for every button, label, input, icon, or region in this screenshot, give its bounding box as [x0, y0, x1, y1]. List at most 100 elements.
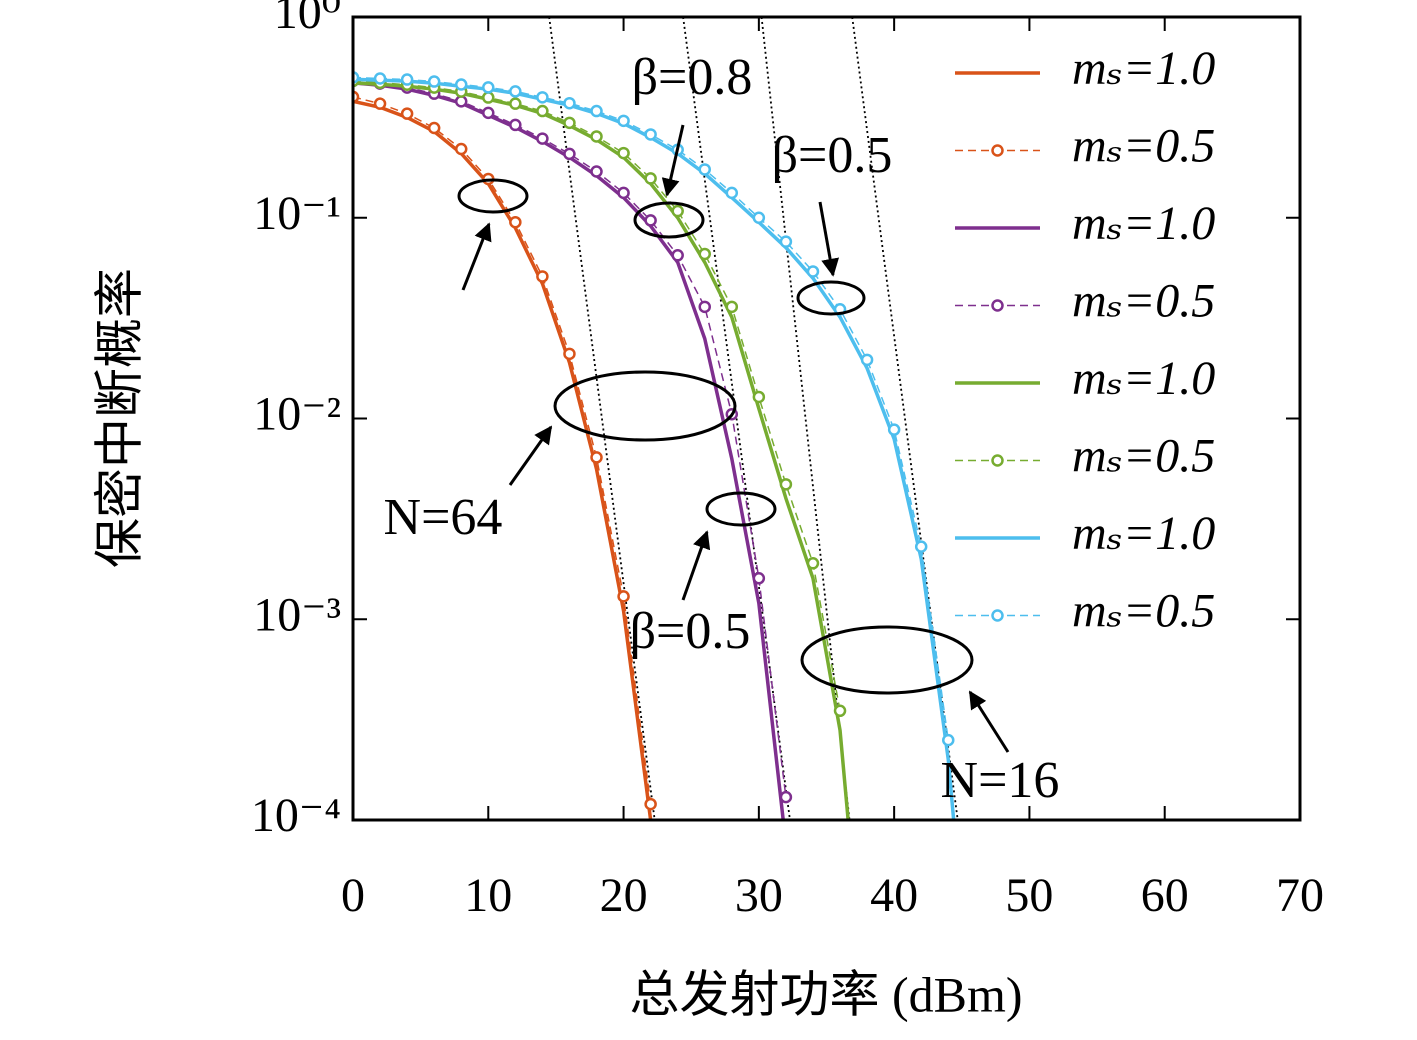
y-tick-label: 10⁻³: [253, 588, 341, 641]
marker: [617, 114, 630, 128]
series-line: [353, 96, 652, 805]
marker: [671, 249, 684, 262]
marker: [454, 78, 468, 91]
marker: [427, 75, 441, 88]
arrow: [818, 201, 840, 277]
marker: [779, 790, 793, 804]
marker: [887, 423, 901, 436]
arrow: [508, 425, 553, 486]
annotation: β=0.8: [632, 49, 753, 106]
legend-marker: [991, 454, 1004, 467]
marker: [536, 104, 549, 118]
legend-label: mₛ=0.5: [1072, 585, 1215, 638]
marker: [671, 204, 684, 218]
arrow: [461, 222, 492, 291]
marker: [644, 128, 657, 141]
annotation: N=16: [941, 752, 1060, 809]
x-tick-label: 30: [735, 869, 783, 922]
y-axis-label: 保密中断概率: [91, 268, 147, 568]
x-tick-label: 50: [1005, 869, 1053, 922]
series-line: [353, 80, 787, 798]
marker: [698, 300, 711, 314]
plot-area: [353, 17, 959, 820]
marker: [617, 590, 630, 603]
marker: [833, 704, 847, 718]
marker: [482, 106, 495, 120]
x-tick-label: 40: [870, 869, 918, 922]
marker: [536, 132, 549, 145]
marker: [482, 81, 495, 94]
ellipse: [633, 201, 705, 239]
marker: [698, 247, 711, 261]
marker: [644, 214, 657, 227]
annotation: N=64: [384, 489, 503, 546]
y-tick-label: 10⁻¹: [253, 187, 341, 240]
arrow: [681, 530, 711, 601]
marker: [590, 130, 603, 143]
marker: [942, 733, 955, 747]
marker: [454, 95, 468, 108]
y-tick-label: 10⁻²: [253, 388, 341, 441]
marker: [779, 478, 793, 491]
legend-marker: [991, 144, 1004, 157]
annotation-shapes: [457, 124, 1010, 753]
ellipse: [705, 491, 777, 527]
legend-label: mₛ=0.5: [1072, 430, 1215, 483]
x-axis-label: 总发射功率 (dBm): [629, 966, 1022, 1022]
marker: [752, 211, 766, 224]
legend-marker: [991, 609, 1004, 622]
x-tick-label: 60: [1141, 869, 1189, 922]
y-tick-label: 10⁰: [274, 0, 341, 39]
x-tick-label: 0: [341, 869, 365, 922]
marker: [644, 797, 657, 811]
marker: [509, 215, 522, 229]
marker: [536, 270, 549, 283]
series-line: [353, 81, 785, 820]
marker: [752, 390, 766, 404]
marker: [563, 147, 576, 161]
marker: [725, 300, 739, 314]
marker: [806, 557, 820, 570]
legend-label: mₛ=0.5: [1072, 120, 1215, 173]
marker: [779, 235, 793, 248]
marker: [590, 451, 603, 464]
series-line: [353, 81, 850, 820]
marker: [400, 107, 414, 120]
marker: [698, 163, 711, 176]
legend-label: mₛ=1.0: [1072, 352, 1215, 405]
x-tick-label: 70: [1276, 869, 1324, 922]
legend-label: mₛ=1.0: [1072, 197, 1215, 250]
ellipse: [800, 625, 974, 695]
marker: [373, 72, 387, 85]
marker: [725, 186, 739, 200]
legend-label: mₛ=1.0: [1072, 42, 1215, 95]
marker: [563, 96, 576, 110]
marker: [617, 146, 630, 160]
annotation: β=0.5: [630, 603, 751, 660]
marker: [509, 85, 522, 98]
marker: [617, 186, 630, 200]
marker: [806, 265, 820, 278]
series-line: [353, 99, 653, 820]
marker: [860, 353, 874, 367]
marker: [590, 165, 603, 178]
marker: [509, 97, 522, 110]
series-line: [353, 77, 956, 820]
marker: [563, 347, 576, 361]
marker: [509, 118, 522, 132]
arrow: [968, 690, 1010, 753]
ellipse: [553, 370, 737, 442]
marker: [563, 116, 576, 130]
marker: [536, 91, 549, 104]
legend-label: mₛ=0.5: [1072, 275, 1215, 328]
y-tick-label: 10⁻⁴: [251, 789, 341, 842]
marker: [752, 572, 766, 585]
x-tick-label: 10: [464, 869, 512, 922]
marker: [590, 104, 603, 118]
marker: [644, 172, 657, 185]
legend-label: mₛ=1.0: [1072, 507, 1215, 560]
x-tick-label: 20: [600, 869, 648, 922]
marker: [914, 540, 928, 553]
marker: [454, 142, 468, 156]
